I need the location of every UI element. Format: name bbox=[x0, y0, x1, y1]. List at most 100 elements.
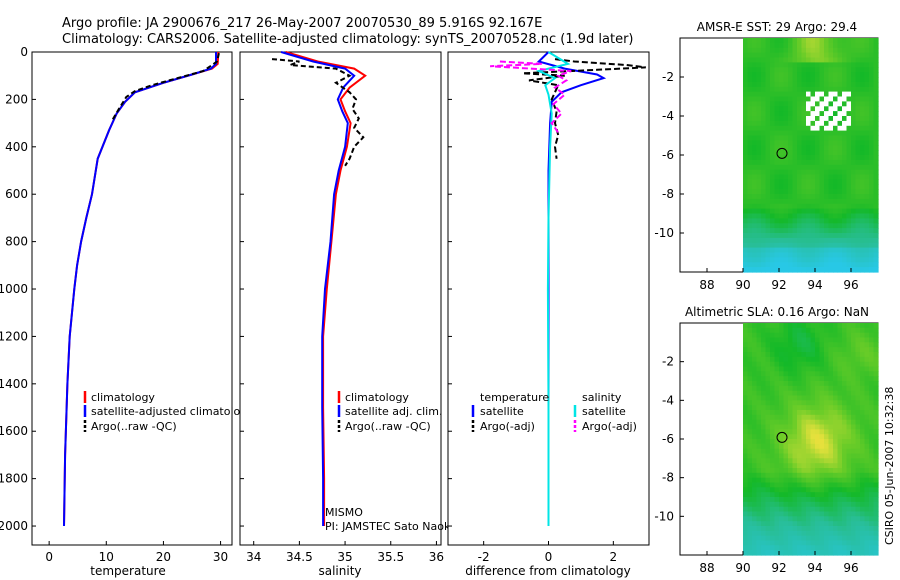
map-cell bbox=[833, 213, 839, 219]
map-cell bbox=[837, 352, 843, 358]
map-cell bbox=[747, 174, 753, 180]
map-cell bbox=[747, 540, 753, 546]
map-cell bbox=[833, 111, 839, 117]
map-cell bbox=[819, 247, 825, 254]
map-cell bbox=[801, 247, 807, 254]
map-cell bbox=[761, 140, 767, 146]
map-cell bbox=[761, 237, 767, 244]
map-cell bbox=[801, 521, 807, 527]
map-cell bbox=[774, 81, 780, 88]
map-cell bbox=[770, 47, 776, 54]
map-cell bbox=[828, 424, 834, 430]
map-cell bbox=[846, 233, 852, 239]
map-cell bbox=[828, 242, 834, 249]
map-cell bbox=[837, 218, 843, 224]
map-cell bbox=[869, 96, 875, 102]
map-cell bbox=[810, 323, 816, 329]
map-cell bbox=[855, 218, 861, 224]
map-cell bbox=[765, 155, 771, 161]
map-cell bbox=[761, 477, 767, 484]
map-cell bbox=[819, 189, 825, 195]
map-cell bbox=[815, 223, 821, 229]
map-cell bbox=[756, 262, 762, 268]
map-cell bbox=[788, 458, 794, 464]
map-cell bbox=[815, 511, 821, 517]
map-cell bbox=[869, 237, 875, 244]
map-cell bbox=[783, 155, 789, 161]
map-cell bbox=[743, 439, 749, 445]
map-cell bbox=[783, 262, 789, 268]
map-cell bbox=[770, 223, 776, 229]
map-cell bbox=[747, 125, 753, 132]
map-cell bbox=[788, 135, 794, 141]
map-cell bbox=[783, 257, 789, 263]
map-cell bbox=[801, 208, 807, 215]
map-cell bbox=[815, 352, 821, 358]
map-cell bbox=[783, 159, 789, 166]
map-cell bbox=[855, 150, 861, 156]
map-cell bbox=[792, 390, 798, 397]
x-tick-label: 35 bbox=[337, 550, 352, 564]
map-cell bbox=[833, 223, 839, 229]
map-cell bbox=[810, 262, 816, 268]
map-cell bbox=[855, 223, 861, 229]
map-cell bbox=[846, 443, 852, 450]
map-cell bbox=[837, 208, 843, 215]
map-cell bbox=[743, 184, 749, 190]
map-cell bbox=[743, 42, 749, 49]
map-cell bbox=[837, 540, 843, 546]
map-cell bbox=[765, 434, 771, 440]
map-cell bbox=[792, 400, 798, 406]
map-cell bbox=[779, 439, 785, 445]
map-cell bbox=[828, 530, 834, 537]
map-cell bbox=[747, 477, 753, 484]
map-cell bbox=[788, 145, 794, 151]
map-cell bbox=[819, 366, 825, 372]
map-cell bbox=[788, 179, 794, 185]
map-cell bbox=[824, 458, 830, 464]
map-cell bbox=[765, 72, 771, 78]
map-cell bbox=[752, 356, 758, 363]
map-cell bbox=[855, 135, 861, 141]
map-cell bbox=[761, 405, 767, 411]
map-cell bbox=[824, 57, 830, 63]
map-cell bbox=[869, 91, 875, 98]
map-cell bbox=[806, 535, 812, 542]
map-cell bbox=[824, 247, 830, 254]
map-cell bbox=[855, 189, 861, 195]
map-cell bbox=[761, 184, 767, 190]
map-cell bbox=[770, 477, 776, 484]
map-cell bbox=[792, 453, 798, 459]
map-cell bbox=[864, 424, 870, 430]
map-cell bbox=[783, 130, 789, 137]
map-cell bbox=[797, 130, 803, 137]
map-cell bbox=[837, 332, 843, 339]
map-cell bbox=[747, 511, 753, 517]
legend-label: satellite adj. clim. bbox=[345, 405, 442, 418]
y-tick-label: 200 bbox=[5, 92, 28, 106]
map-cell bbox=[873, 52, 879, 59]
map-cell bbox=[860, 385, 866, 392]
map-cell bbox=[869, 361, 875, 368]
temperature-legend: climatology satellite-adjusted climatolo… bbox=[83, 391, 254, 433]
map-cell bbox=[792, 174, 798, 180]
map-cell bbox=[770, 228, 776, 234]
map-cell bbox=[855, 194, 861, 200]
map-cell bbox=[783, 81, 789, 88]
map-cell bbox=[833, 57, 839, 63]
map-cell bbox=[752, 337, 758, 343]
map-cell bbox=[819, 47, 825, 54]
map-cell bbox=[851, 535, 857, 542]
map-cell bbox=[815, 487, 821, 493]
map-cell bbox=[765, 38, 771, 44]
map-cell bbox=[833, 101, 839, 107]
map-cell bbox=[756, 472, 762, 479]
map-cell bbox=[783, 179, 789, 185]
map-cell bbox=[833, 472, 839, 479]
map-cell bbox=[855, 125, 861, 132]
map-cell bbox=[747, 497, 753, 503]
map-cell bbox=[837, 150, 843, 156]
map-cell bbox=[792, 395, 798, 401]
map-cell bbox=[756, 164, 762, 171]
map-cell bbox=[873, 521, 879, 527]
